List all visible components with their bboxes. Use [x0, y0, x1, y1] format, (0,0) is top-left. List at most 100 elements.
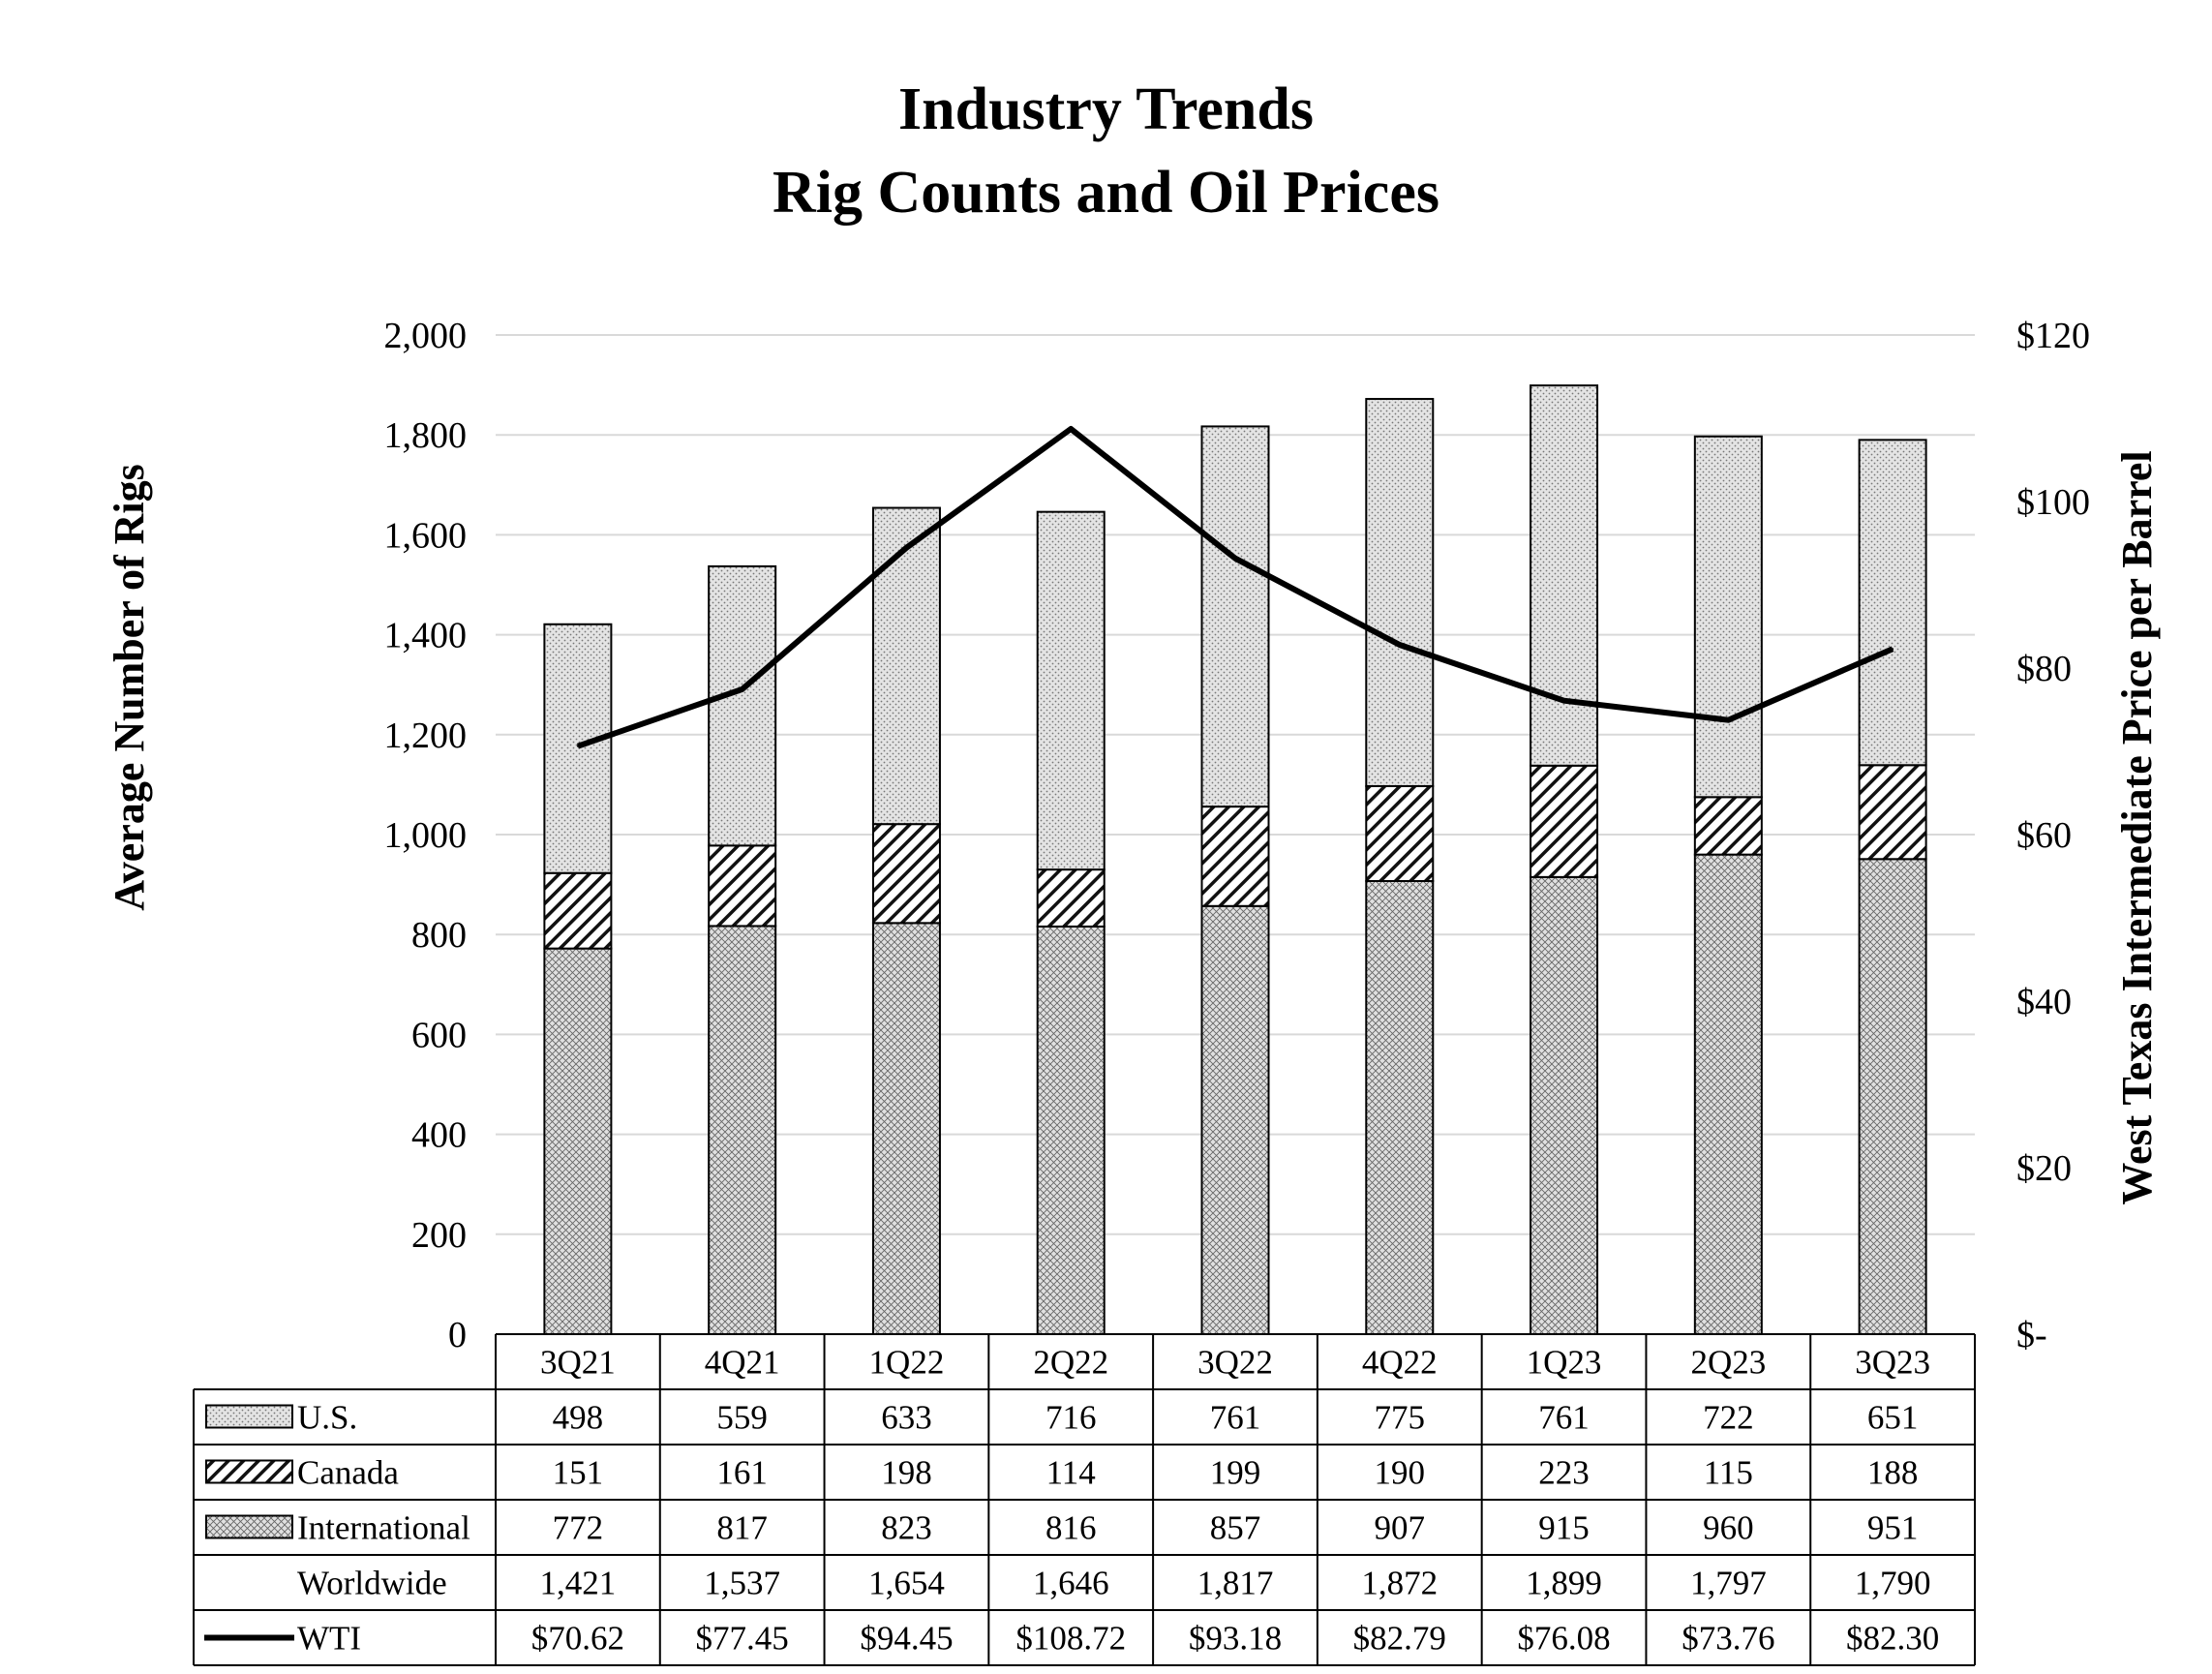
wti-point — [1727, 718, 1730, 721]
wti-point — [1562, 699, 1565, 702]
bar-international-4q21 — [708, 925, 777, 1335]
y-right-tick-label: $- — [2016, 1315, 2047, 1355]
table-cell-wti: $82.30 — [1846, 1620, 1939, 1658]
table-cell-worldwide: 1,654 — [868, 1565, 945, 1602]
table-cell-international: 823 — [881, 1509, 932, 1547]
legend-swatch-international — [205, 1514, 293, 1539]
table-cell-international: 915 — [1538, 1509, 1590, 1547]
table-cell-wti: $94.45 — [860, 1620, 953, 1658]
x-category-label: 3Q23 — [1855, 1344, 1930, 1382]
table-cell-canada: 190 — [1375, 1454, 1426, 1492]
legend-label-us: U.S. — [297, 1399, 357, 1437]
wti-point — [1234, 557, 1236, 560]
bar-us-1q22 — [871, 506, 941, 826]
y-right-tick-label: $60 — [2016, 815, 2072, 856]
bar-international-3q22 — [1200, 904, 1270, 1336]
table-cell-us: 651 — [1867, 1399, 1919, 1437]
bar-international-4q22 — [1365, 879, 1435, 1335]
bar-us-3q22 — [1200, 425, 1270, 808]
table-cell-us: 716 — [1045, 1399, 1097, 1437]
table-cell-canada: 223 — [1538, 1454, 1590, 1492]
x-category-label: 4Q21 — [705, 1344, 780, 1382]
table-cell-us: 633 — [881, 1399, 932, 1437]
x-category-label: 3Q21 — [540, 1344, 616, 1382]
legend-label-worldwide: Worldwide — [297, 1565, 447, 1602]
bar-us-3q23 — [1858, 439, 1927, 767]
table-cell-us: 559 — [716, 1399, 768, 1437]
bar-canada-3q21 — [543, 871, 613, 950]
y-tick-label: 600 — [411, 1015, 467, 1055]
bar-us-3q21 — [543, 623, 613, 874]
bar-us-4q22 — [1365, 398, 1435, 787]
table-cell-canada: 161 — [716, 1454, 768, 1492]
table-cell-wti: $93.18 — [1189, 1620, 1282, 1658]
y-tick-label: 400 — [411, 1115, 467, 1156]
y-tick-label: 1,000 — [384, 815, 468, 856]
table-cell-international: 907 — [1375, 1509, 1426, 1547]
x-category-label: 1Q23 — [1527, 1344, 1602, 1382]
table-cell-canada: 188 — [1867, 1454, 1919, 1492]
table-cell-us: 498 — [553, 1399, 604, 1437]
y-tick-label: 1,800 — [384, 415, 468, 456]
bar-us-4q21 — [708, 564, 777, 847]
bar-canada-1q23 — [1530, 764, 1599, 878]
table-cell-canada: 198 — [881, 1454, 932, 1492]
bar-canada-2q23 — [1693, 796, 1763, 856]
table-cell-canada: 199 — [1210, 1454, 1261, 1492]
y-tick-label: 1,400 — [384, 616, 468, 656]
y-right-tick-label: $100 — [2016, 482, 2090, 523]
y-axis-title-right: West Texas Intermediate Price per Barrel — [2113, 450, 2161, 1204]
bar-canada-1q22 — [871, 823, 941, 925]
bar-international-3q23 — [1858, 858, 1927, 1335]
bar-international-2q22 — [1036, 925, 1106, 1335]
bar-international-2q23 — [1693, 853, 1763, 1335]
wti-point — [1070, 428, 1073, 431]
y-right-tick-label: $120 — [2016, 316, 2090, 356]
table-cell-wti: $108.72 — [1015, 1620, 1126, 1658]
bar-international-1q23 — [1530, 875, 1599, 1335]
y-right-tick-label: $40 — [2016, 982, 2072, 1022]
y-tick-label: 1,200 — [384, 715, 468, 756]
wti-point — [905, 546, 908, 549]
table-cell-international: 951 — [1867, 1509, 1919, 1547]
table-cell-canada: 115 — [1704, 1454, 1753, 1492]
table-cell-worldwide: 1,790 — [1855, 1565, 1931, 1602]
y-right-tick-label: $80 — [2016, 649, 2072, 689]
table-cell-us: 775 — [1375, 1399, 1426, 1437]
table-cell-worldwide: 1,817 — [1197, 1565, 1274, 1602]
table-cell-wti: $76.08 — [1517, 1620, 1610, 1658]
table-cell-us: 722 — [1703, 1399, 1754, 1437]
bar-international-1q22 — [871, 922, 941, 1335]
table-cell-worldwide: 1,537 — [704, 1565, 780, 1602]
x-category-label: 3Q22 — [1197, 1344, 1273, 1382]
bar-canada-3q23 — [1858, 764, 1927, 861]
table-cell-worldwide: 1,421 — [540, 1565, 617, 1602]
bar-us-2q23 — [1693, 435, 1763, 799]
table-cell-wti: $70.62 — [531, 1620, 624, 1658]
table-cell-us: 761 — [1538, 1399, 1590, 1437]
table-cell-worldwide: 1,872 — [1361, 1565, 1438, 1602]
bar-canada-3q22 — [1200, 806, 1270, 907]
bar-international-3q21 — [543, 947, 613, 1335]
y-axis-title-left: Average Number of Rigs — [106, 464, 153, 911]
legend-swatch-canada — [205, 1459, 293, 1484]
y-tick-label: 1,600 — [384, 515, 468, 556]
table-cell-international: 816 — [1045, 1509, 1097, 1547]
table-cell-international: 960 — [1703, 1509, 1754, 1547]
table-cell-worldwide: 1,646 — [1033, 1565, 1109, 1602]
bar-canada-4q22 — [1365, 784, 1435, 882]
y-tick-label: 2,000 — [384, 316, 468, 356]
table-cell-canada: 114 — [1046, 1454, 1096, 1492]
bar-us-1q23 — [1530, 384, 1599, 767]
wti-point — [1892, 648, 1894, 651]
table-cell-international: 772 — [553, 1509, 604, 1547]
chart-title: Industry Trends — [897, 76, 1314, 142]
table-cell-wti: $73.76 — [1682, 1620, 1774, 1658]
legend-label-international: International — [297, 1509, 470, 1547]
x-category-label: 2Q23 — [1690, 1344, 1766, 1382]
wti-point — [1398, 644, 1401, 647]
table-cell-worldwide: 1,899 — [1526, 1565, 1602, 1602]
wti-point — [576, 745, 579, 747]
y-tick-label: 200 — [411, 1215, 467, 1256]
